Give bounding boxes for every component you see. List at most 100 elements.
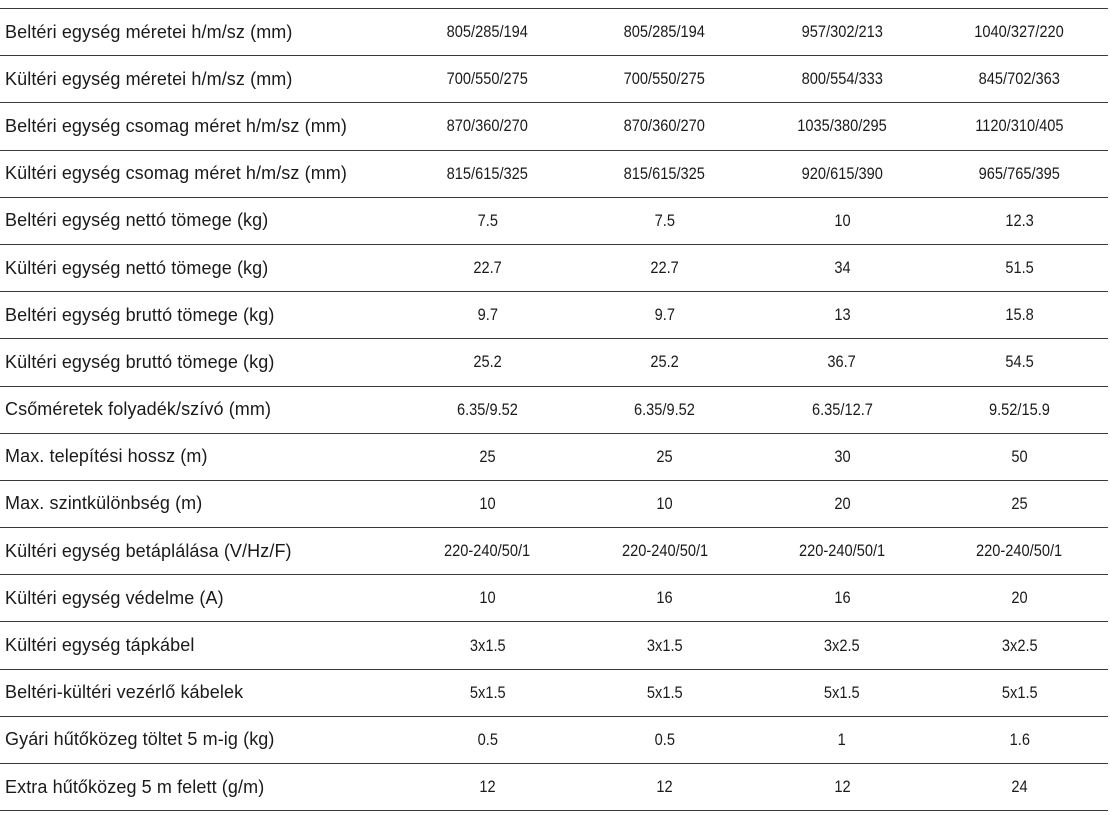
- row-label: Kültéri egység nettó tömege (kg): [0, 243, 399, 292]
- cell-value: 24: [1011, 777, 1028, 797]
- table-cell-model-2: 815/615/325: [576, 149, 754, 198]
- cell-value: 3x2.5: [824, 635, 860, 655]
- cell-value: 12: [656, 777, 673, 797]
- spec-table-body: Beltéri egység méretei h/m/sz (mm) 805/28…: [0, 7, 1108, 812]
- cell-value: 1035/380/295: [797, 116, 887, 136]
- table-cell-model-1: 700/550/275: [398, 55, 577, 103]
- cell-value: 16: [656, 588, 673, 608]
- table-row: Kültéri egység nettó tömege (kg) 22.7 22.7…: [0, 243, 1108, 292]
- table-row: Max. telepítési hossz (m) 25 25 30 50: [0, 432, 1108, 481]
- table-cell-model-3: 6.35/12.7: [753, 385, 931, 434]
- table-row: Kültéri egység betáplálása (V/Hz/F) 220-2…: [0, 527, 1108, 575]
- table-cell-model-3: 800/554/333: [753, 55, 931, 103]
- table-cell-model-3: 1: [753, 715, 931, 764]
- row-label: Kültéri egység csomag méret h/m/sz (mm): [0, 149, 399, 198]
- table-cell-model-1: 22.7: [398, 243, 577, 292]
- table-cell-model-4: 15.8: [930, 291, 1108, 339]
- table-cell-model-4: 50: [930, 432, 1108, 481]
- table-cell-model-4: 25: [930, 479, 1108, 528]
- cell-value: 0.5: [477, 729, 498, 749]
- table-cell-model-1: 6.35/9.52: [398, 385, 577, 434]
- cell-value: 50: [1011, 446, 1028, 466]
- cell-value: 220-240/50/1: [798, 541, 886, 561]
- table-row: Kültéri egység csomag méret h/m/sz (mm) 8…: [0, 149, 1108, 198]
- table-row: Beltéri egység nettó tömege (kg) 7.5 7.5 10…: [0, 196, 1108, 245]
- cell-value: 25: [479, 446, 496, 466]
- table-row: Beltéri egység csomag méret h/m/sz (mm) 8…: [0, 102, 1108, 151]
- cell-value: 9.52/15.9: [988, 399, 1050, 419]
- table-cell-model-4: 1040/327/220: [930, 7, 1108, 56]
- table-cell-model-2: 10: [576, 479, 754, 528]
- table-cell-model-3: 920/615/390: [753, 149, 931, 198]
- cell-value: 5x1.5: [1001, 682, 1038, 702]
- table-row: Beltéri egység méretei h/m/sz (mm) 805/28…: [0, 7, 1108, 56]
- cell-value: 1: [837, 729, 847, 749]
- table-cell-model-4: 24: [930, 762, 1108, 812]
- table-row: Beltéri-kültéri vezérlő kábelek 5x1.5 5x1.…: [0, 668, 1108, 717]
- table-cell-model-4: 20: [930, 574, 1108, 622]
- row-label: Beltéri egység csomag méret h/m/sz (mm): [0, 102, 399, 151]
- table-cell-model-2: 700/550/275: [576, 55, 754, 103]
- cell-value: 30: [833, 446, 851, 466]
- cell-value: 34: [833, 258, 851, 278]
- cell-value: 805/285/194: [446, 22, 529, 42]
- table-cell-model-3: 34: [753, 243, 931, 292]
- cell-value: 920/615/390: [801, 163, 883, 183]
- table-cell-model-3: 3x2.5: [753, 621, 931, 670]
- cell-value: 25: [1011, 493, 1028, 513]
- table-cell-model-2: 5x1.5: [576, 668, 754, 717]
- cell-value: 10: [479, 493, 496, 513]
- table-cell-model-3: 13: [753, 291, 931, 339]
- cell-value: 12: [833, 777, 851, 797]
- cell-value: 870/360/270: [624, 116, 706, 136]
- cell-value: 3x1.5: [469, 635, 506, 655]
- cell-value: 51.5: [1005, 258, 1034, 278]
- cell-value: 965/765/395: [978, 163, 1060, 183]
- table-row: Csőméretek folyadék/szívó (mm) 6.35/9.52 6…: [0, 385, 1108, 434]
- cell-value: 13: [833, 305, 851, 325]
- table-cell-model-1: 9.7: [398, 291, 577, 339]
- table-row: Gyári hűtőközeg töltet 5 m-ig (kg) 0.5 0.5…: [0, 715, 1108, 764]
- table-row: Beltéri egység bruttó tömege (kg) 9.7 9.7 1…: [0, 291, 1108, 339]
- table-cell-model-1: 25: [398, 432, 577, 481]
- cell-value: 700/550/275: [446, 69, 529, 89]
- cell-value: 9.7: [654, 305, 675, 325]
- table-cell-model-2: 6.35/9.52: [576, 385, 754, 434]
- table-cell-model-4: 51.5: [930, 243, 1108, 292]
- table-cell-model-3: 16: [753, 574, 931, 622]
- table-cell-model-4: 1.6: [930, 715, 1108, 764]
- table-cell-model-2: 25.2: [576, 338, 754, 386]
- spec-table: Beltéri egység méretei h/m/sz (mm) 805/28…: [0, 7, 1108, 812]
- table-row: Max. szintkülönbség (m) 10 10 20 25: [0, 479, 1108, 528]
- cell-value: 1120/310/405: [975, 116, 1064, 136]
- cell-value: 220-240/50/1: [976, 541, 1063, 561]
- table-cell-model-1: 220-240/50/1: [398, 527, 577, 575]
- cell-value: 815/615/325: [446, 163, 529, 183]
- table-cell-model-4: 845/702/363: [930, 55, 1108, 103]
- cell-value: 22.7: [473, 258, 502, 278]
- cell-value: 10: [833, 210, 851, 230]
- cell-value: 7.5: [477, 210, 498, 230]
- table-cell-model-3: 10: [753, 196, 931, 245]
- cell-value: 12: [479, 777, 496, 797]
- table-cell-model-4: 54.5: [930, 338, 1108, 386]
- cell-value: 1.6: [1009, 729, 1030, 749]
- row-label: Kültéri egység betáplálása (V/Hz/F): [0, 527, 399, 575]
- table-cell-model-4: 9.52/15.9: [930, 385, 1108, 434]
- table-row: Extra hűtőközeg 5 m felett (g/m) 12 12 12 24: [0, 762, 1108, 812]
- table-row: Kültéri egység tápkábel 3x1.5 3x1.5 3x2.5 3x…: [0, 621, 1108, 670]
- cell-value: 10: [479, 588, 496, 608]
- cell-value: 870/360/270: [446, 116, 529, 136]
- cell-value: 5x1.5: [824, 682, 860, 702]
- table-cell-model-1: 10: [398, 574, 577, 622]
- table-cell-model-4: 12.3: [930, 196, 1108, 245]
- table-cell-model-3: 1035/380/295: [753, 102, 931, 151]
- cell-value: 54.5: [1005, 352, 1034, 372]
- cell-value: 7.5: [654, 210, 675, 230]
- table-cell-model-4: 5x1.5: [930, 668, 1108, 717]
- cell-value: 220-240/50/1: [444, 541, 531, 561]
- table-cell-model-1: 10: [398, 479, 577, 528]
- cell-value: 15.8: [1005, 305, 1034, 325]
- row-label: Max. szintkülönbség (m): [0, 479, 399, 528]
- table-cell-model-3: 220-240/50/1: [753, 527, 931, 575]
